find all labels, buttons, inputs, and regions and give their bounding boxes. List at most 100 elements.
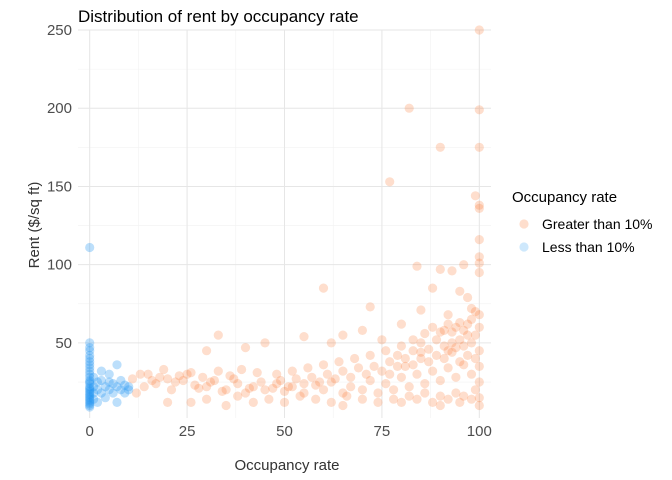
data-point [85, 397, 95, 407]
legend-label: Greater than 10% [542, 216, 653, 232]
data-point [357, 394, 367, 404]
data-point [248, 397, 258, 407]
data-point [389, 394, 399, 404]
data-point [431, 350, 442, 360]
data-point [416, 305, 426, 315]
data-point [470, 353, 480, 364]
data-point [318, 360, 329, 370]
data-point [385, 369, 395, 379]
data-point [338, 400, 348, 411]
data-point [85, 394, 95, 404]
data-point [186, 397, 196, 407]
data-point [100, 393, 110, 403]
data-point [396, 319, 406, 329]
data-point [268, 383, 278, 393]
data-point [264, 394, 274, 404]
data-point [124, 382, 134, 392]
x-tick-labels: 0 25 50 75 100 [86, 423, 492, 440]
data-point [447, 266, 457, 276]
data-point [455, 335, 465, 345]
data-point [85, 399, 95, 409]
data-point [108, 379, 118, 389]
data-point [85, 396, 95, 406]
data-point [159, 364, 169, 375]
data-point [291, 374, 301, 384]
data-point [365, 302, 375, 312]
data-point [155, 372, 165, 382]
data-point [470, 385, 480, 395]
data-point [170, 377, 180, 387]
data-point [120, 380, 130, 390]
data-point [381, 379, 391, 389]
data-point [299, 332, 309, 342]
data-point [252, 368, 262, 378]
data-point [420, 388, 430, 398]
data-point [233, 391, 243, 401]
legend: Occupancy rate Greater than 10% Less than… [512, 189, 653, 255]
data-point [96, 366, 106, 376]
data-point [85, 391, 95, 401]
data-point [396, 397, 406, 407]
data-point [100, 382, 110, 392]
data-point [89, 372, 99, 382]
data-point [85, 363, 95, 373]
grid [78, 29, 491, 418]
data-point [424, 357, 434, 367]
data-point [202, 382, 212, 392]
data-point [474, 105, 484, 115]
data-point [431, 335, 442, 345]
data-point [174, 371, 184, 381]
data-point [428, 283, 438, 293]
data-point [416, 347, 426, 357]
data-point [326, 338, 336, 348]
data-point [459, 341, 469, 351]
data-point [92, 397, 103, 407]
data-point [147, 375, 157, 386]
x-tick-label: 25 [179, 423, 196, 440]
data-point [474, 25, 484, 35]
data-point [408, 346, 418, 356]
data-point [439, 325, 449, 335]
data-point [127, 374, 138, 384]
data-point [163, 374, 173, 384]
data-point [357, 385, 367, 395]
data-point [139, 382, 149, 392]
data-point [299, 388, 309, 398]
data-point [202, 346, 212, 356]
data-point [451, 372, 461, 382]
data-point [338, 330, 348, 340]
data-point [221, 385, 231, 395]
data-point [470, 307, 480, 317]
data-point [396, 372, 406, 382]
data-point [412, 394, 422, 404]
data-point [474, 252, 484, 262]
y-tick-label: 200 [47, 100, 72, 117]
data-point [303, 363, 313, 373]
data-point [322, 369, 332, 379]
data-point [112, 382, 122, 392]
data-point [412, 369, 422, 379]
y-axis-title: Rent ($/sq ft) [26, 182, 43, 269]
data-point [209, 375, 219, 386]
data-point [166, 385, 177, 395]
data-point [85, 400, 95, 411]
data-point [120, 388, 130, 398]
data-point [112, 397, 122, 407]
data-point [381, 346, 391, 356]
data-point [85, 385, 95, 395]
data-point [455, 397, 465, 407]
data-point [89, 388, 99, 398]
data-point [213, 366, 223, 376]
data-point [85, 377, 95, 387]
data-point [416, 353, 426, 364]
data-point [474, 142, 484, 152]
data-point [279, 386, 290, 396]
data-point [474, 377, 484, 387]
data-point [404, 382, 414, 392]
data-point [392, 350, 403, 360]
data-point [466, 303, 477, 314]
data-point [474, 322, 484, 332]
data-point [85, 393, 95, 403]
data-point [85, 383, 95, 393]
